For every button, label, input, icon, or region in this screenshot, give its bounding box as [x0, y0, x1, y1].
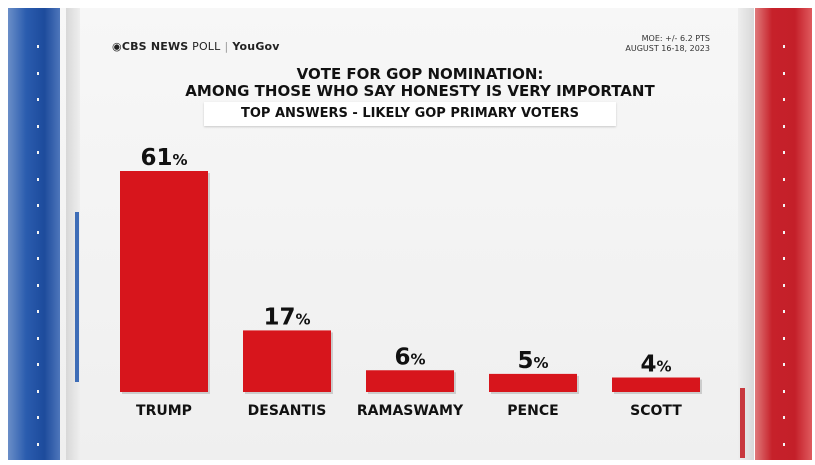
logo-yougov: YouGov — [232, 40, 280, 53]
stripe-dot-right — [783, 283, 785, 287]
value-label: 61% — [140, 145, 187, 171]
stripe-dot-right — [783, 151, 785, 154]
stripe-dot-left — [37, 230, 39, 234]
left-blue-stripe — [8, 8, 60, 460]
stripe-dot-left — [37, 124, 39, 128]
stripe-dot-right — [783, 45, 785, 48]
stripe-dot-right — [783, 416, 785, 419]
category-label: TRUMP — [136, 403, 192, 419]
margin-of-error: MOE: +/- 6.2 PTS AUGUST 16-18, 2023 — [625, 34, 710, 54]
stripe-dot-right — [783, 177, 785, 181]
stripe-dot-left — [37, 363, 39, 366]
subtitle-box: TOP ANSWERS - LIKELY GOP PRIMARY VOTERS — [204, 102, 616, 126]
stripe-dot-right — [783, 442, 785, 446]
chart-subtitle: TOP ANSWERS - LIKELY GOP PRIMARY VOTERS — [241, 106, 579, 121]
stripe-dot-left — [37, 257, 39, 260]
right-accent-bar — [740, 388, 745, 458]
chart-title-line2: AMONG THOSE WHO SAY HONESTY IS VERY IMPO… — [185, 82, 655, 100]
stripe-dot-right — [783, 257, 785, 260]
stripe-dot-right — [783, 98, 785, 101]
category-label: PENCE — [507, 403, 558, 419]
category-label: RAMASWAMY — [357, 403, 464, 419]
chart-title: VOTE FOR GOP NOMINATION: — [296, 65, 544, 83]
bar-trump — [120, 171, 208, 392]
value-label: 5% — [517, 348, 548, 374]
cbs-news-poll-logo: ◉CBS NEWS POLL | YouGov — [112, 40, 280, 53]
stripe-dot-left — [37, 442, 39, 446]
moe-text: MOE: +/- 6.2 PTS — [641, 34, 710, 43]
logo-poll: POLL — [192, 40, 221, 53]
stripe-dot-left — [37, 151, 39, 154]
stripe-dot-left — [37, 204, 39, 207]
stripe-dot-left — [37, 71, 39, 75]
value-label: 6% — [394, 344, 425, 370]
stripe-dot-right — [783, 71, 785, 75]
stripe-dot-left — [37, 177, 39, 181]
stripe-dot-left — [37, 98, 39, 101]
stripe-dot-right — [783, 124, 785, 128]
value-label: 17% — [263, 304, 310, 330]
category-label: DESANTIS — [248, 403, 327, 419]
stripe-dot-right — [783, 363, 785, 366]
bar-scott — [612, 377, 700, 392]
stripe-dot-right — [783, 204, 785, 207]
stripe-dot-right — [783, 230, 785, 234]
stripe-dot-left — [37, 416, 39, 419]
stripe-dot-right — [783, 336, 785, 340]
stripe-dot-left — [37, 283, 39, 287]
stripe-dot-right — [783, 310, 785, 313]
eye-icon: ◉ — [112, 40, 122, 53]
category-label: SCOTT — [630, 403, 682, 419]
bar-desantis — [243, 330, 331, 392]
stripe-dot-right — [783, 389, 785, 393]
logo-cbs: CBS NEWS — [121, 40, 189, 53]
stripe-dot-left — [37, 389, 39, 393]
right-red-stripe — [755, 8, 812, 460]
stripe-dot-left — [37, 310, 39, 313]
bar-pence — [489, 373, 577, 392]
panel-right-edge — [738, 8, 754, 460]
bar-ramaswamy — [366, 370, 454, 392]
logo-separator: | — [224, 40, 229, 53]
left-accent-bar — [75, 212, 79, 382]
value-label: 4% — [640, 352, 671, 378]
stripe-dot-left — [37, 336, 39, 340]
poll-dates: AUGUST 16-18, 2023 — [625, 44, 710, 53]
stripe-dot-left — [37, 45, 39, 48]
